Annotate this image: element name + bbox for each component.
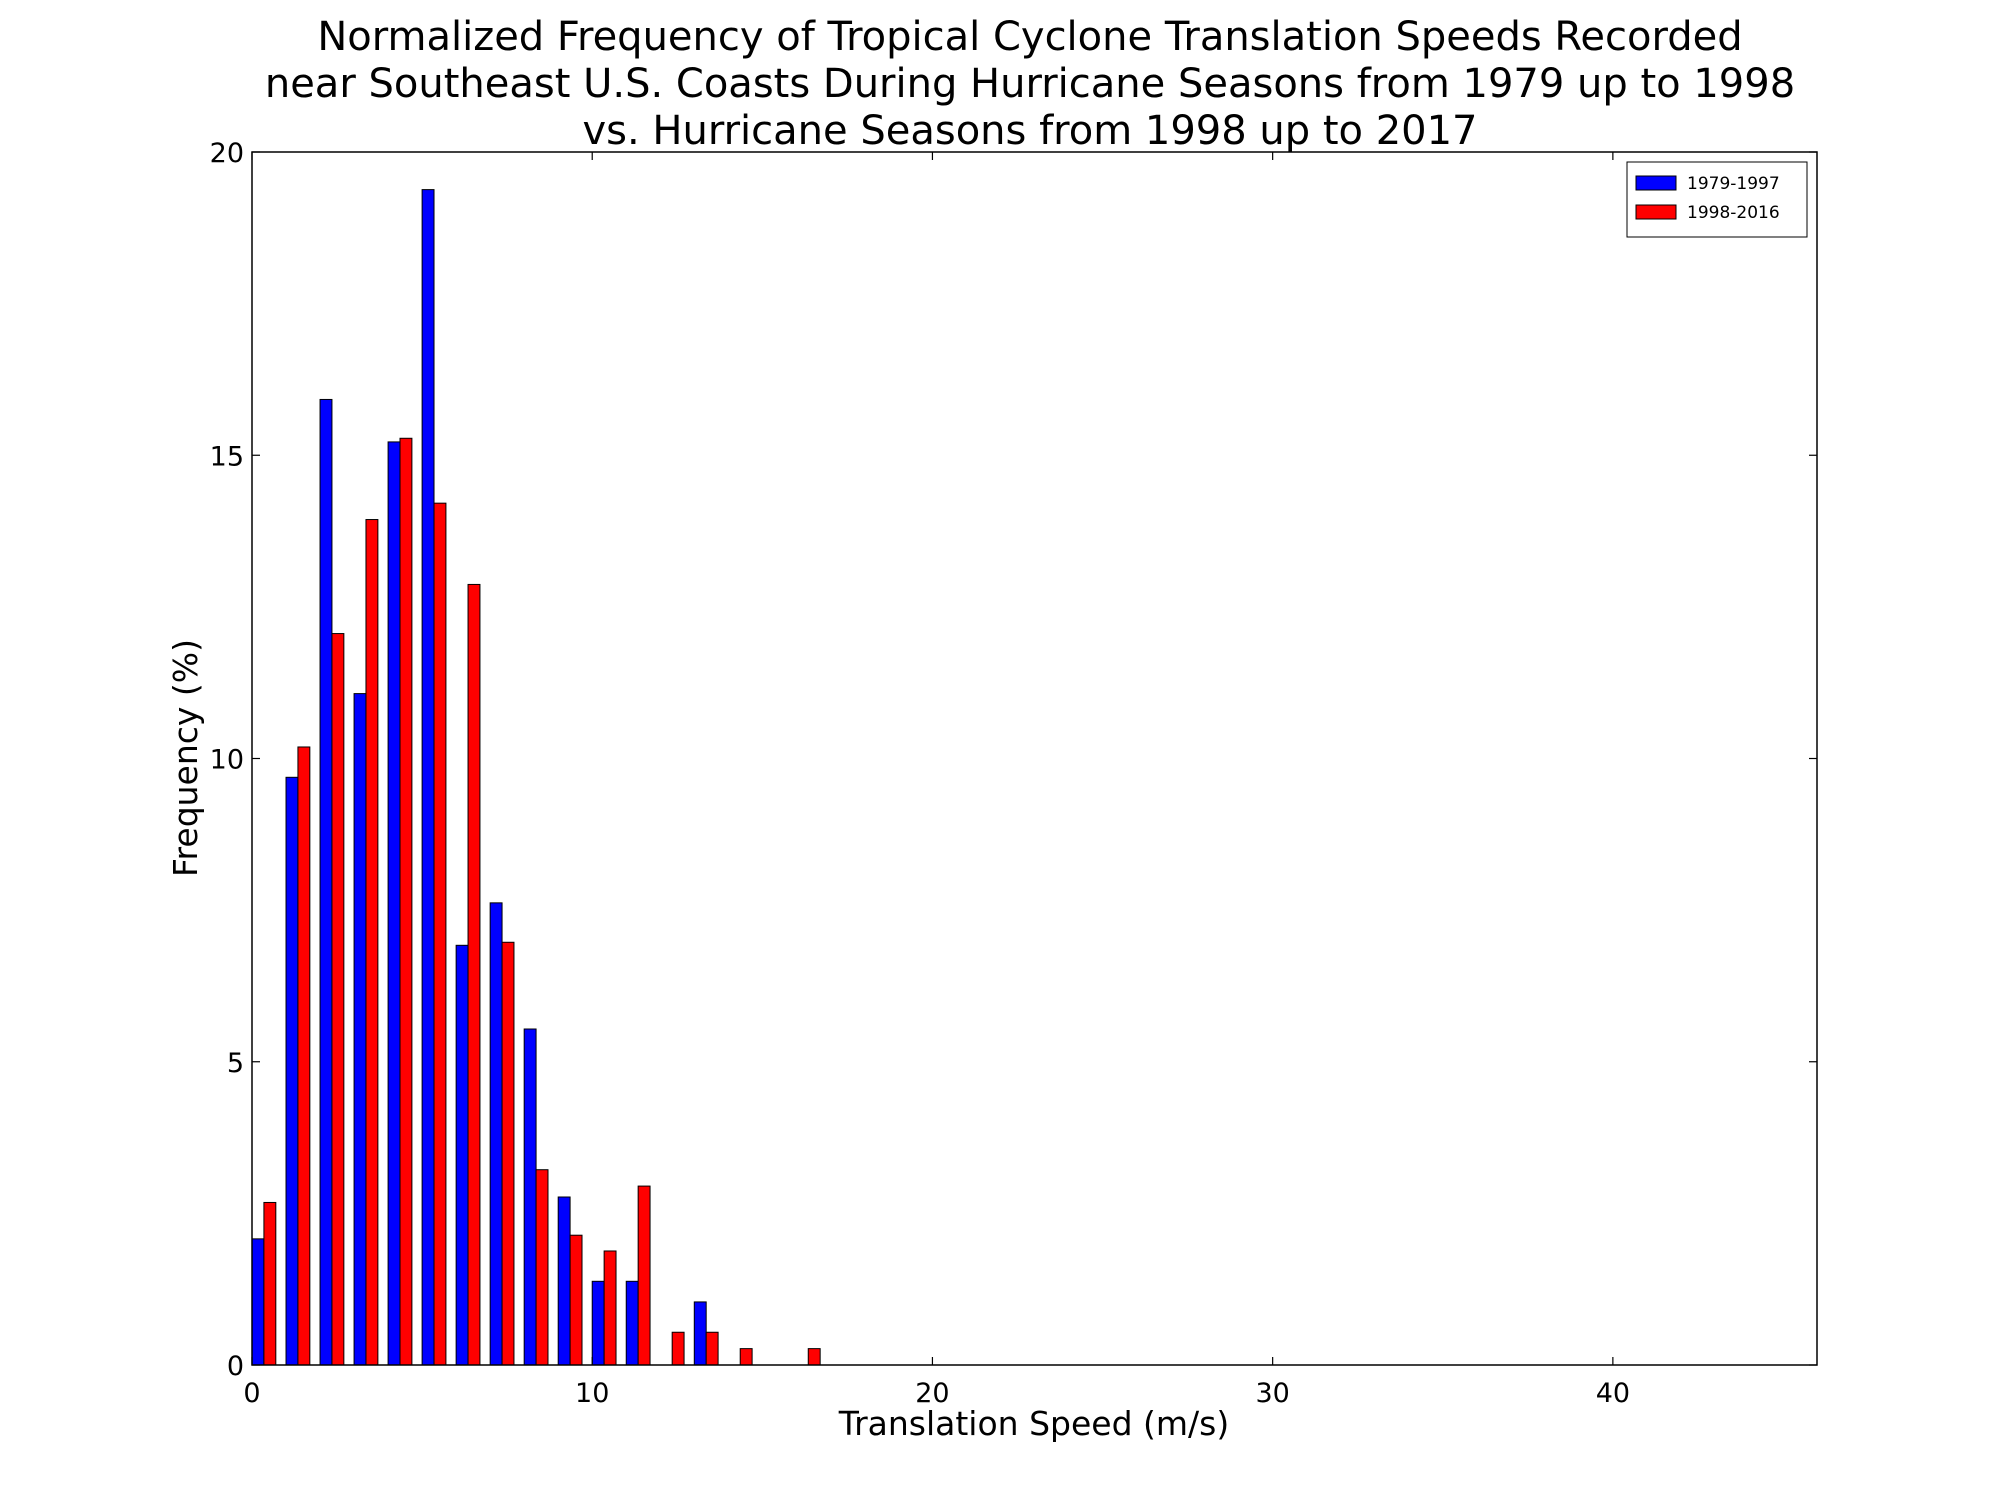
x-tick-label-0: 0 xyxy=(243,1378,260,1409)
bar-1979-1997-6 xyxy=(455,944,469,1366)
legend-label-1979-1997: 1979-1997 xyxy=(1687,174,1780,194)
bar-1998-2016-4 xyxy=(399,437,413,1366)
y-tick-label-20: 20 xyxy=(210,138,244,169)
bars-group xyxy=(251,189,821,1366)
x-tick-label-40: 40 xyxy=(1596,1378,1630,1409)
bar-1979-1997-4 xyxy=(387,441,401,1366)
chart-title-line-3: vs. Hurricane Seasons from 1998 up to 20… xyxy=(582,108,1477,154)
bar-1998-2016-7 xyxy=(501,941,515,1366)
x-axis-label: Translation Speed (m/s) xyxy=(838,1404,1229,1443)
bar-1979-1997-5 xyxy=(421,189,435,1366)
bar-1998-2016-9 xyxy=(569,1234,583,1366)
x-tick-label-10: 10 xyxy=(575,1378,609,1409)
y-axis-label: Frequency (%) xyxy=(166,639,205,877)
bar-1998-2016-1 xyxy=(297,746,311,1366)
legend-label-1998-2016: 1998-2016 xyxy=(1687,203,1780,223)
ticks-group: 0 10 20 30 40 0 5 10 15 20 xyxy=(210,138,1817,1409)
bar-1998-2016-6 xyxy=(467,583,481,1366)
bar-1979-1997-1 xyxy=(285,776,299,1366)
legend-swatch-1979-1997 xyxy=(1635,175,1677,191)
bar-1998-2016-16 xyxy=(807,1348,821,1366)
bar-1998-2016-14 xyxy=(739,1348,753,1366)
bar-1998-2016-0 xyxy=(263,1201,277,1366)
bar-1979-1997-9 xyxy=(557,1196,571,1366)
bar-1998-2016-8 xyxy=(535,1169,549,1366)
legend: 1979-1997 1998-2016 xyxy=(1626,161,1808,238)
bar-1979-1997-8 xyxy=(523,1028,537,1366)
bar-1979-1997-7 xyxy=(489,902,503,1366)
chart-title: Normalized Frequency of Tropical Cyclone… xyxy=(265,14,1795,154)
y-tick-label-15: 15 xyxy=(210,441,244,472)
bar-1998-2016-10 xyxy=(603,1250,617,1366)
y-tick-label-0: 0 xyxy=(227,1351,244,1382)
bar-1979-1997-2 xyxy=(319,398,333,1366)
bar-1998-2016-3 xyxy=(365,519,379,1366)
bar-1998-2016-13 xyxy=(705,1331,719,1366)
bar-1979-1997-3 xyxy=(353,693,367,1366)
bar-1998-2016-5 xyxy=(433,502,447,1366)
bar-1998-2016-11 xyxy=(637,1185,651,1366)
bar-1979-1997-11 xyxy=(625,1280,639,1366)
y-tick-label-10: 10 xyxy=(210,745,244,776)
bar-1979-1997-0 xyxy=(251,1238,265,1366)
bar-1979-1997-13 xyxy=(693,1301,707,1366)
bar-1998-2016-12 xyxy=(671,1331,685,1366)
legend-frame xyxy=(1626,161,1808,238)
chart-title-line-2: near Southeast U.S. Coasts During Hurric… xyxy=(265,61,1795,107)
x-tick-label-30: 30 xyxy=(1255,1378,1289,1409)
bar-1979-1997-10 xyxy=(591,1280,605,1366)
y-tick-label-5: 5 xyxy=(227,1048,244,1079)
bar-1998-2016-2 xyxy=(331,633,345,1366)
legend-swatch-1998-2016 xyxy=(1635,204,1677,220)
plot-frame xyxy=(251,151,1818,1366)
chart-title-line-1: Normalized Frequency of Tropical Cyclone… xyxy=(317,14,1742,60)
x-tick-label-20: 20 xyxy=(915,1378,949,1409)
